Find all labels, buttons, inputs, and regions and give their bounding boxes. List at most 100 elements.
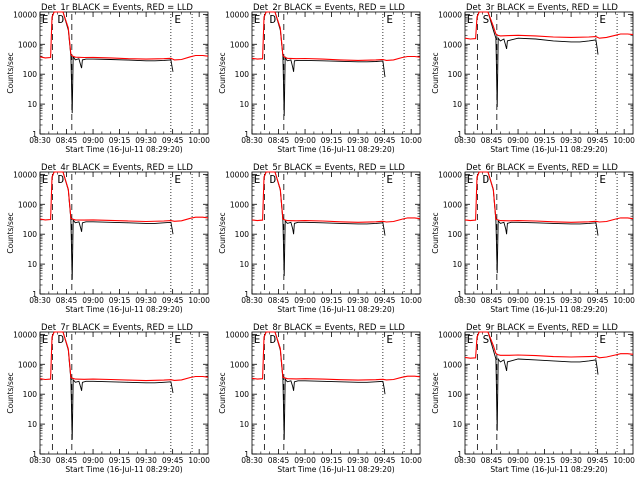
panel-det-5r: Det_5r BLACK = Events, RED = LLD 1 10 100 10…: [218, 163, 422, 314]
x-tick-label: 09:15: [321, 456, 343, 465]
series-events-line: [476, 11, 599, 108]
x-tick-label: 08:30: [29, 136, 51, 145]
y-tick-label: 10: [452, 260, 462, 269]
y-axis-title: Counts/sec: [431, 212, 440, 253]
series-lld-line: [464, 11, 634, 40]
x-tick-label: 09:15: [109, 136, 131, 145]
y-axis-title: Counts/sec: [431, 52, 440, 93]
y-tick-label: 1: [457, 290, 462, 299]
y-tick-label: 10: [27, 260, 37, 269]
marker-letter: E: [174, 173, 181, 186]
x-axis-title: Start Time (16-Jul-11 08:29:20): [277, 145, 394, 154]
x-tick-label: 09:45: [162, 296, 184, 305]
y-tick-label: 10000: [225, 10, 249, 19]
x-tick-label: 09:00: [294, 136, 316, 145]
series-events-line: [476, 331, 599, 431]
series-events-line: [263, 331, 386, 440]
x-tick-label: 09:15: [534, 136, 556, 145]
x-tick-label: 09:45: [587, 296, 609, 305]
x-axis-title: Start Time (16-Jul-11 08:29:20): [490, 465, 607, 474]
x-tick-label: 10:00: [613, 136, 635, 145]
x-tick-label: 09:00: [82, 296, 104, 305]
y-tick-label: 1: [32, 450, 37, 459]
marker-letter: E: [174, 333, 181, 346]
marker-letter: E: [174, 13, 181, 26]
x-tick-label: 08:45: [268, 296, 290, 305]
x-tick-label: 09:15: [109, 296, 131, 305]
x-tick-label: 09:30: [560, 456, 582, 465]
marker-letter: D: [483, 173, 490, 186]
y-tick-label: 100: [235, 70, 250, 79]
series-events-line: [51, 331, 174, 440]
marker-letter: E: [386, 13, 393, 26]
x-axis-title: Start Time (16-Jul-11 08:29:20): [65, 305, 182, 314]
y-tick-label: 1: [457, 450, 462, 459]
marker-letter: S: [483, 13, 490, 26]
x-tick-label: 09:45: [587, 136, 609, 145]
x-tick-label: 09:00: [507, 456, 529, 465]
x-tick-label: 08:30: [454, 456, 476, 465]
x-axis-title: Start Time (16-Jul-11 08:29:20): [490, 145, 607, 154]
y-tick-label: 1000: [230, 360, 249, 369]
x-tick-label: 08:45: [481, 296, 503, 305]
marker-letter: E: [254, 173, 261, 186]
y-tick-label: 1000: [18, 40, 37, 49]
y-tick-label: 100: [235, 390, 250, 399]
y-tick-label: 10000: [438, 330, 462, 339]
y-tick-label: 10000: [13, 330, 37, 339]
panel-det-4r: Det_4r BLACK = Events, RED = LLD 1 10 100 10…: [6, 163, 210, 314]
panel-det-8r: Det_8r BLACK = Events, RED = LLD 1 10 100 10…: [218, 323, 422, 474]
plot-frame: [464, 171, 634, 295]
x-tick-label: 08:30: [29, 456, 51, 465]
plot-frame: [39, 11, 209, 135]
x-axis-title: Start Time (16-Jul-11 08:29:20): [490, 305, 607, 314]
x-tick-label: 09:00: [507, 136, 529, 145]
plot-frame: [251, 331, 421, 455]
x-tick-label: 09:15: [321, 296, 343, 305]
y-tick-label: 10: [27, 100, 37, 109]
chart-title: Det_4r BLACK = Events, RED = LLD: [41, 163, 193, 173]
y-tick-label: 100: [448, 70, 463, 79]
x-tick-label: 09:45: [162, 136, 184, 145]
y-tick-label: 100: [235, 230, 250, 239]
y-tick-label: 100: [23, 390, 38, 399]
chart-title: Det_9r BLACK = Events, RED = LLD: [466, 323, 618, 333]
chart-title: Det_7r BLACK = Events, RED = LLD: [41, 323, 193, 333]
marker-letter: D: [270, 13, 277, 26]
y-tick-label: 10: [452, 420, 462, 429]
marker-letter: E: [599, 173, 606, 186]
chart-title: Det_5r BLACK = Events, RED = LLD: [253, 163, 405, 173]
y-tick-label: 100: [23, 230, 38, 239]
marker-letter: E: [42, 333, 49, 346]
x-tick-label: 08:45: [56, 296, 78, 305]
x-tick-label: 09:30: [135, 136, 157, 145]
y-tick-label: 1: [457, 130, 462, 139]
x-tick-label: 08:45: [56, 136, 78, 145]
marker-letter: E: [386, 173, 393, 186]
y-tick-label: 10: [239, 260, 249, 269]
y-tick-label: 1: [32, 290, 37, 299]
x-tick-label: 09:30: [347, 456, 369, 465]
y-tick-label: 100: [23, 70, 38, 79]
x-tick-label: 09:00: [82, 136, 104, 145]
marker-letter: E: [599, 333, 606, 346]
plot-frame: [464, 331, 634, 455]
y-tick-label: 10000: [225, 170, 249, 179]
x-tick-label: 09:45: [587, 456, 609, 465]
x-tick-label: 09:30: [135, 456, 157, 465]
x-tick-label: 09:00: [82, 456, 104, 465]
x-tick-label: 09:30: [347, 296, 369, 305]
y-tick-label: 10000: [225, 330, 249, 339]
marker-letter: S: [483, 333, 490, 346]
y-tick-label: 1: [244, 450, 249, 459]
series-events-line: [51, 171, 174, 280]
panel-det-6r: Det_6r BLACK = Events, RED = LLD 1 10 100 10…: [431, 163, 635, 314]
panel-det-2r: Det_2r BLACK = Events, RED = LLD 1 10 100 10…: [218, 3, 422, 154]
y-tick-label: 10000: [13, 10, 37, 19]
x-tick-label: 09:30: [347, 136, 369, 145]
series-lld-line: [251, 331, 421, 381]
x-tick-label: 09:15: [534, 296, 556, 305]
series-lld-line: [39, 331, 209, 382]
y-axis-title: Counts/sec: [218, 52, 227, 93]
y-axis-title: Counts/sec: [431, 372, 440, 413]
